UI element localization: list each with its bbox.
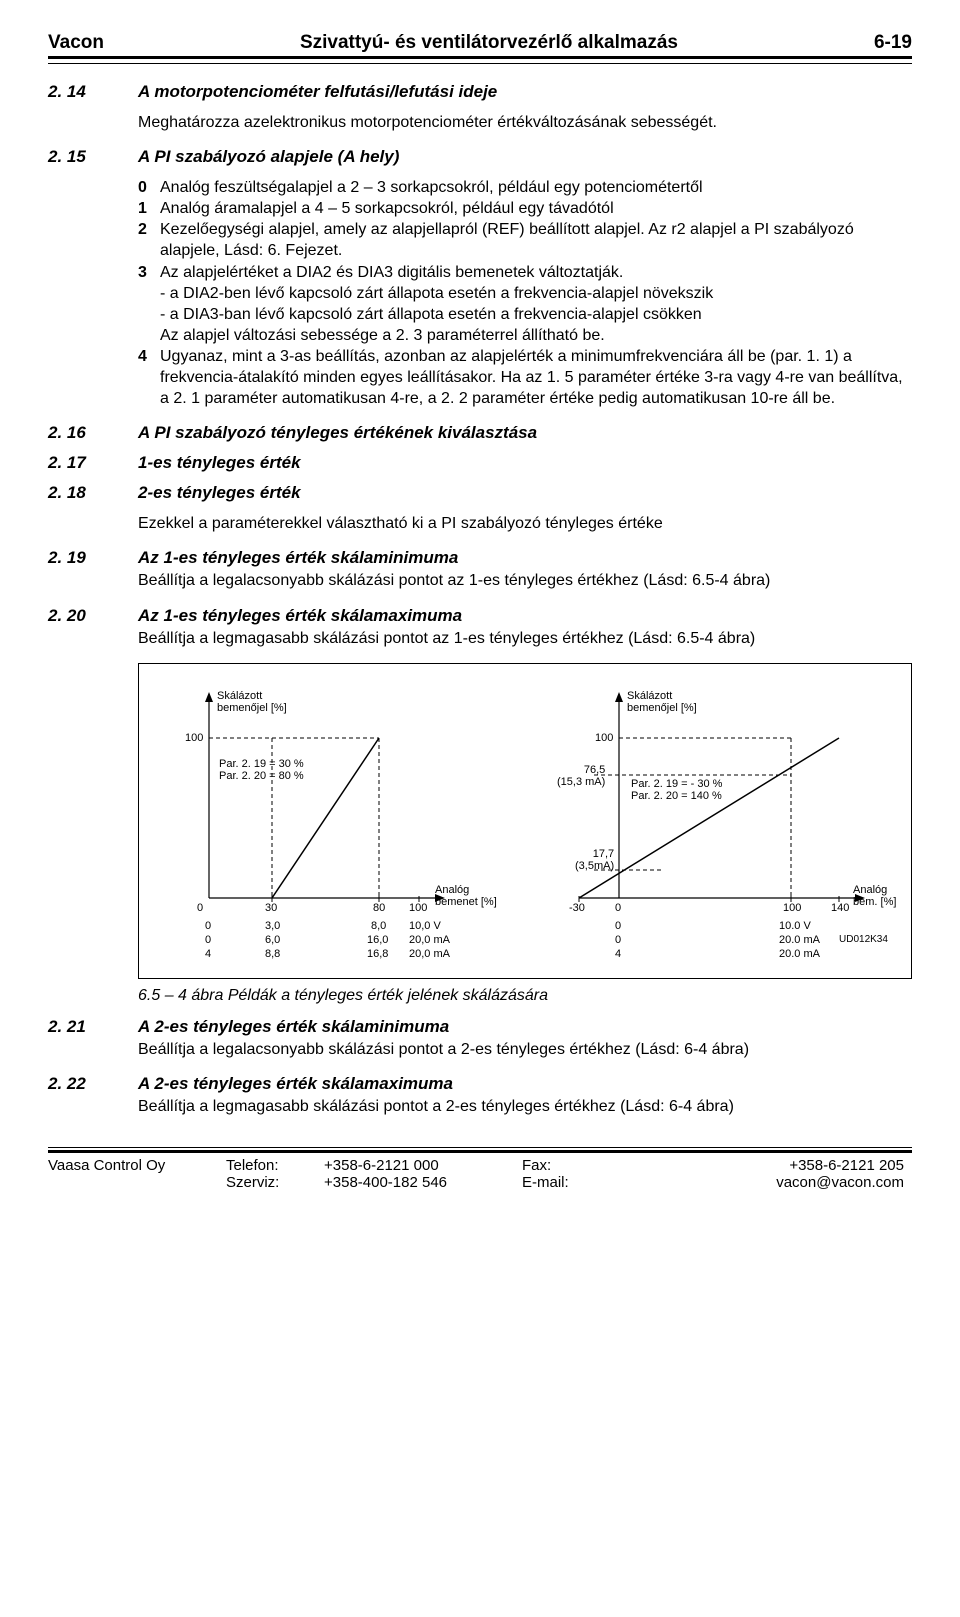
left-r3d: 20,0 mA: [409, 948, 450, 961]
opt-2: Kezelőegységi alapjel, amely az alapjell…: [160, 219, 912, 261]
left-y-label: Skálázott bemenőjel [%]: [217, 690, 287, 715]
section-body-2-19: Beállítja a legalacsonyabb skálázási pon…: [138, 570, 912, 591]
header-center: Szivattyú- és ventilátorvezérlő alkalmaz…: [104, 32, 874, 54]
left-x-label: Analóg bemenet [%]: [435, 884, 497, 909]
right-r2a: 0: [615, 934, 621, 947]
section-title-2-15: A PI szabályozó alapjele (A hely): [138, 147, 399, 167]
section-num-2-19: 2. 19: [48, 548, 138, 568]
opt-0: Analóg feszültségalapjel a 2 – 3 sorkapc…: [160, 177, 912, 198]
section-title-2-22: A 2-es tényleges érték skálamaximuma: [138, 1074, 453, 1094]
section-body-2-18: Ezekkel a paraméterekkel választható ki …: [138, 513, 912, 534]
opt-1: Analóg áramalapjel a 4 – 5 sorkapcsokról…: [160, 198, 912, 219]
section-title-2-18: 2-es tényleges érték: [138, 483, 301, 503]
right-x-n30: -30: [569, 902, 585, 915]
section-num-2-20: 2. 20: [48, 606, 138, 626]
right-x-label: Analóg bem. [%]: [853, 884, 896, 909]
left-y-100: 100: [185, 732, 203, 745]
right-params: Par. 2. 19 = - 30 % Par. 2. 20 = 140 %: [631, 778, 722, 803]
section-title-2-20: Az 1-es tényleges érték skálamaximuma: [138, 606, 462, 626]
opt-3: Az alapjelértéket a DIA2 és DIA3 digitál…: [160, 262, 912, 346]
section-title-2-17: 1-es tényleges érték: [138, 453, 301, 473]
footer-email-label: E-mail:: [522, 1174, 610, 1191]
section-title-2-19: Az 1-es tényleges érték skálaminimuma: [138, 548, 458, 568]
left-r1b: 3,0: [265, 920, 280, 933]
left-x-0: 0: [197, 902, 203, 915]
section-num-2-14: 2. 14: [48, 82, 138, 102]
section-num-2-15: 2. 15: [48, 147, 138, 167]
right-x-140: 140: [831, 902, 849, 915]
right-y-17: 17,7 (3,5mA): [575, 848, 614, 873]
section-title-2-21: A 2-es tényleges érték skálaminimuma: [138, 1017, 449, 1037]
chart-caption: 6.5 – 4 ábra Példák a tényleges érték je…: [138, 987, 912, 1005]
left-r3c: 16,8: [367, 948, 388, 961]
footer-service: +358-400-182 546: [324, 1174, 522, 1191]
left-params: Par. 2. 19 = 30 % Par. 2. 20 = 80 %: [219, 758, 304, 783]
right-y-label: Skálázott bemenőjel [%]: [627, 690, 697, 715]
left-r1d: 10,0 V: [409, 920, 441, 933]
section-body-2-22: Beállítja a legmagasabb skálázási pontot…: [138, 1096, 912, 1117]
right-r3d: 20.0 mA: [779, 948, 820, 961]
opt-4: Ugyanaz, mint a 3-as beállítás, azonban …: [160, 346, 912, 409]
footer-tel: +358-6-2121 000: [324, 1157, 522, 1174]
left-r1a: 0: [205, 920, 211, 933]
left-r3a: 4: [205, 948, 211, 961]
right-x-100: 100: [783, 902, 801, 915]
header-right: 6-19: [874, 32, 912, 54]
footer-tel-label: Telefon:: [226, 1157, 324, 1174]
section-num-2-17: 2. 17: [48, 453, 138, 473]
section-body-2-14: Meghatározza azelektronikus motorpotenci…: [138, 112, 912, 133]
section-num-2-22: 2. 22: [48, 1074, 138, 1094]
left-r2d: 20,0 mA: [409, 934, 450, 947]
footer-service-label: Szerviz:: [226, 1174, 324, 1191]
section-num-2-21: 2. 21: [48, 1017, 138, 1037]
right-r1d: 10.0 V: [779, 920, 811, 933]
section-title-2-14: A motorpotenciométer felfutási/lefutási …: [138, 82, 497, 102]
left-x-80: 80: [373, 902, 385, 915]
section-num-2-16: 2. 16: [48, 423, 138, 443]
left-r2c: 16,0: [367, 934, 388, 947]
right-r3a: 4: [615, 948, 621, 961]
right-code: UD012K34: [839, 934, 888, 946]
chart-right: Skálázott bemenőjel [%] 100 76,5 (15,3 m…: [539, 678, 899, 968]
section-body-2-21: Beállítja a legalacsonyabb skálázási pon…: [138, 1039, 912, 1060]
footer-company: Vaasa Control Oy: [48, 1157, 226, 1174]
chart-left: Skálázott bemenőjel [%] 100 Par. 2. 19 =…: [149, 678, 509, 968]
header-left: Vacon: [48, 32, 104, 54]
left-x-30: 30: [265, 902, 277, 915]
section-num-2-18: 2. 18: [48, 483, 138, 503]
right-y-100: 100: [595, 732, 613, 745]
chart-container: Skálázott bemenőjel [%] 100 Par. 2. 19 =…: [138, 663, 912, 979]
left-r1c: 8,0: [371, 920, 386, 933]
left-r2b: 6,0: [265, 934, 280, 947]
footer-fax: +358-6-2121 205: [610, 1157, 912, 1174]
right-r2d: 20.0 mA: [779, 934, 820, 947]
section-title-2-16: A PI szabályozó tényleges értékének kivá…: [138, 423, 537, 443]
footer-fax-label: Fax:: [522, 1157, 610, 1174]
left-x-100: 100: [409, 902, 427, 915]
right-y-76: 76,5 (15,3 mA): [557, 764, 605, 789]
left-r2a: 0: [205, 934, 211, 947]
right-x-0: 0: [615, 902, 621, 915]
footer-email: vacon@vacon.com: [610, 1174, 912, 1191]
section-body-2-20: Beállítja a legmagasabb skálázási pontot…: [138, 628, 912, 649]
right-r1a: 0: [615, 920, 621, 933]
option-list-2-15: 0Analóg feszültségalapjel a 2 – 3 sorkap…: [138, 177, 912, 409]
left-r3b: 8,8: [265, 948, 280, 961]
